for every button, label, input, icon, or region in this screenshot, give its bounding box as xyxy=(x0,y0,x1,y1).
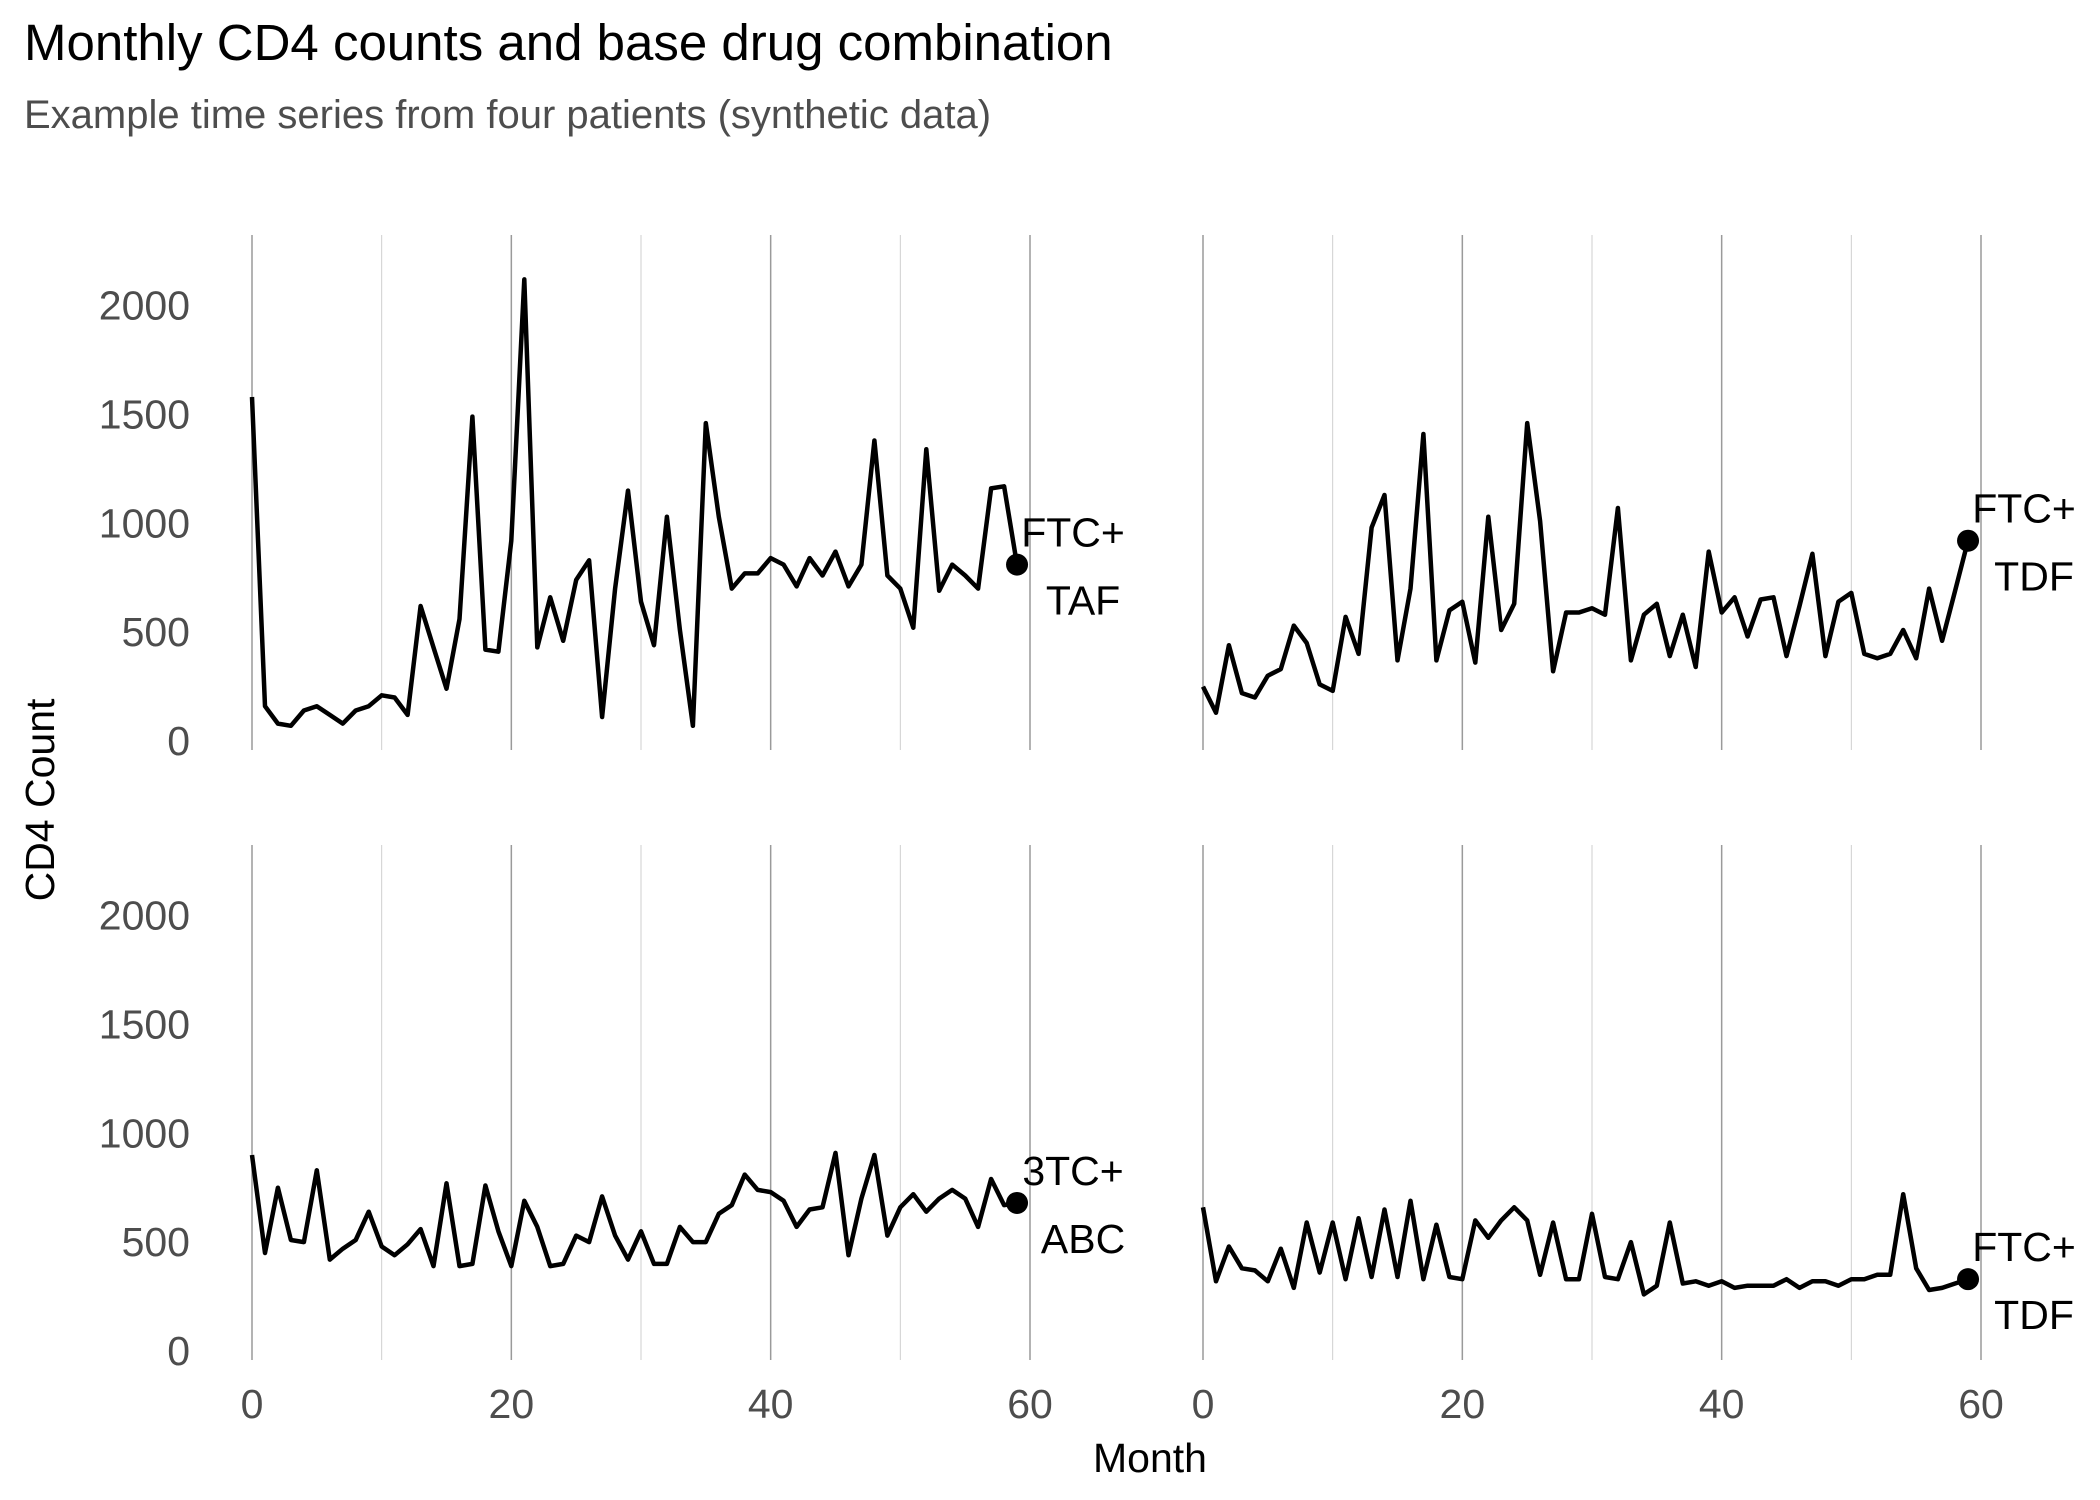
panel-3: 0 500 1000 1500 2000 0 20 40 60 3TC+ ABC xyxy=(99,845,1125,1427)
y-tick-label: 500 xyxy=(122,609,190,655)
panel-4: 0 20 40 60 FTC+ TDF xyxy=(1192,845,2076,1427)
x-tick-label: 0 xyxy=(241,1381,264,1427)
panel-2: FTC+ TDF xyxy=(1200,235,2076,750)
end-point-marker xyxy=(1957,529,1980,552)
series-line-panel-4 xyxy=(1200,1191,1969,1297)
facet-panels: 0500100015002000FTC+TAFFTC+TDF0500100015… xyxy=(99,235,2076,1427)
y-tick-label: 1500 xyxy=(99,1001,190,1047)
y-tick-label: 1000 xyxy=(99,500,190,546)
end-label-line1: 3TC+ xyxy=(1022,1148,1123,1194)
x-tick-label: 20 xyxy=(489,1381,535,1427)
end-label-line1: FTC+ xyxy=(1972,486,2076,532)
chart-title: Monthly CD4 counts and base drug combina… xyxy=(24,14,1113,71)
end-label-line2: TAF xyxy=(1046,578,1120,624)
y-tick-label: 2000 xyxy=(99,893,190,939)
series-line-panel-2 xyxy=(1200,420,1971,715)
y-tick-label: 1500 xyxy=(99,391,190,437)
y-tick-label: 500 xyxy=(122,1219,190,1265)
x-tick-label: 20 xyxy=(1440,1381,1486,1427)
end-point-marker xyxy=(1957,1268,1980,1291)
series-line-panel-3 xyxy=(249,1150,1018,1269)
x-tick-label: 0 xyxy=(1192,1381,1215,1427)
y-tick-label: 2000 xyxy=(99,283,190,329)
x-tick-label: 40 xyxy=(1699,1381,1745,1427)
x-tick-label: 40 xyxy=(748,1381,794,1427)
y-axis-title: CD4 Count xyxy=(17,698,63,901)
end-label-line1: FTC+ xyxy=(1972,1224,2076,1270)
end-label-line2: TDF xyxy=(1994,554,2074,600)
end-label-line2: TDF xyxy=(1994,1292,2074,1338)
y-tick-label: 0 xyxy=(167,1328,190,1374)
series-line-panel-1 xyxy=(249,277,1020,729)
x-tick-label: 60 xyxy=(1958,1381,2004,1427)
x-tick-label: 60 xyxy=(1007,1381,1053,1427)
end-point-marker xyxy=(1006,1191,1029,1214)
end-label-line1: FTC+ xyxy=(1021,510,1125,556)
end-point-marker xyxy=(1006,553,1029,576)
y-tick-label: 1000 xyxy=(99,1110,190,1156)
x-axis-title: Month xyxy=(1093,1435,1207,1481)
y-tick-label: 0 xyxy=(167,718,190,764)
end-label-line2: ABC xyxy=(1041,1216,1125,1262)
chart-subtitle: Example time series from four patients (… xyxy=(24,93,991,137)
panel-1: 0 500 1000 1500 2000 FTC+ TAF xyxy=(99,235,1125,764)
